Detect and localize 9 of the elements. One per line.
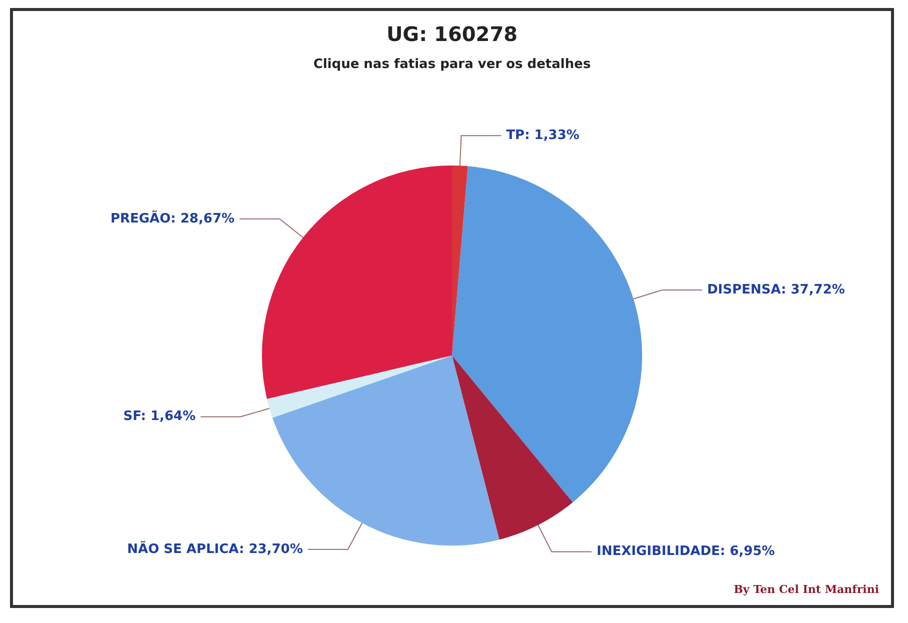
slice-label: PREGÃO: 28,67% [110,209,235,226]
slice-label: SF: 1,64% [123,409,196,424]
slice-label: DISPENSA: 37,72% [707,282,845,298]
slice-label: TP: 1,33% [506,128,580,144]
text: By Ten Cel Int Manfrini [734,583,880,596]
chart-subtitle: Clique nas fatias para ver os detalhes [313,57,591,72]
slice-label: NÃO SE APLICA: 23,70% [127,540,303,557]
chart-title: UG: 160278 [386,22,518,46]
slice-label: INEXIGIBILIDADE: 6,95% [596,544,775,560]
